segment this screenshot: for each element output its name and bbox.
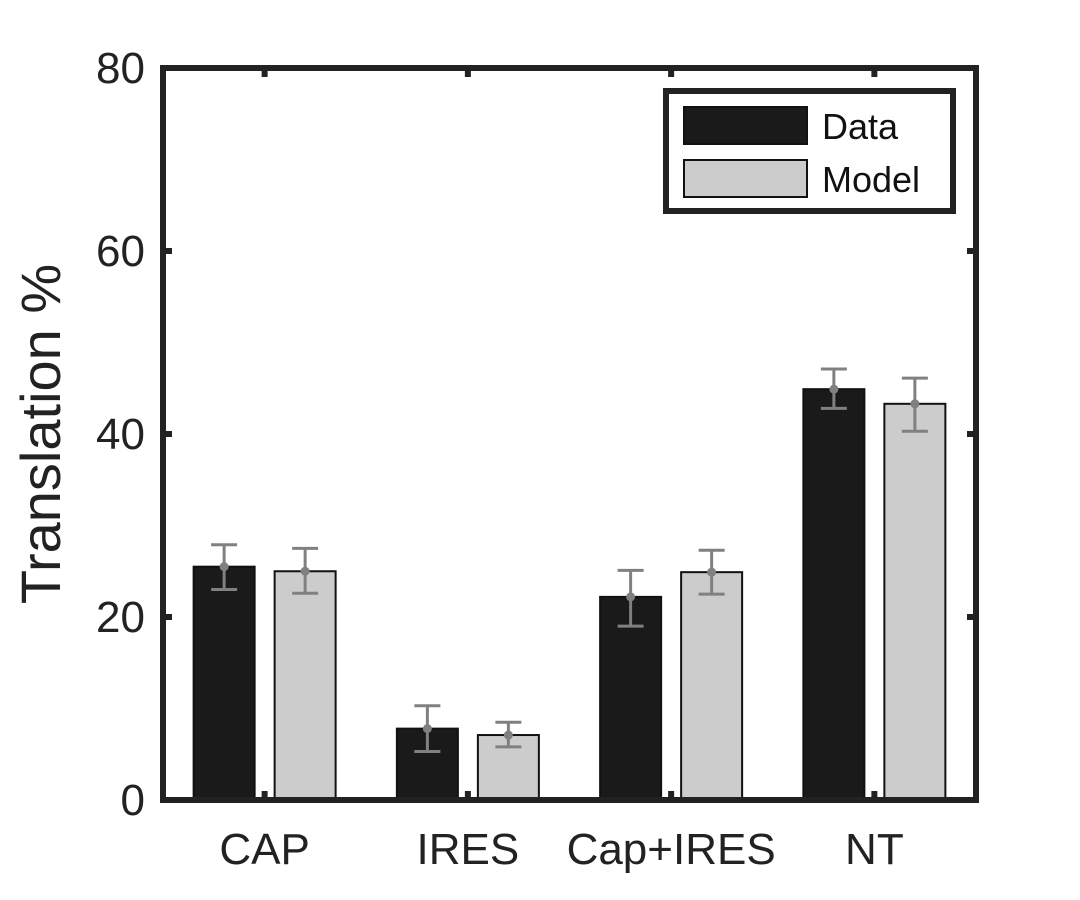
mean-marker (300, 566, 310, 576)
y-tick-label: 60 (96, 227, 145, 276)
bar-model-nt (883, 402, 947, 801)
legend-swatch-model (683, 159, 808, 198)
x-category-label: NT (845, 825, 904, 874)
legend-swatch-data (683, 106, 808, 145)
legend-label-data: Data (822, 106, 899, 147)
mean-marker (626, 592, 636, 602)
y-tick-label: 80 (96, 44, 145, 93)
x-category-label: CAP (219, 825, 309, 874)
y-tick-labels: 0 20 40 60 80 (96, 44, 145, 825)
y-tick-label: 40 (96, 410, 145, 459)
mean-marker (503, 730, 513, 740)
bar-model-cap (273, 570, 337, 801)
bar-model-cap-ires (680, 571, 744, 801)
legend-label-model: Model (822, 159, 920, 200)
y-tick-label: 0 (121, 776, 145, 825)
mean-marker (910, 399, 920, 409)
plot-frame (160, 65, 979, 803)
mean-marker (422, 724, 432, 734)
y-axis-title: Translation % (9, 264, 72, 604)
legend: Data Model (663, 88, 956, 214)
bars-layer (192, 388, 947, 802)
mean-marker (219, 562, 229, 572)
x-category-label: Cap+IRES (567, 825, 776, 874)
y-tick-label: 20 (96, 593, 145, 642)
mean-marker (707, 567, 717, 577)
bar-data-nt (802, 388, 866, 801)
bar-data-cap-ires (599, 595, 663, 801)
mean-marker (829, 384, 839, 394)
x-category-label: IRES (417, 825, 520, 874)
bar-data-cap (192, 565, 256, 801)
x-category-labels: CAP IRES Cap+IRES NT (219, 825, 903, 874)
error-bars-layer (211, 367, 928, 754)
